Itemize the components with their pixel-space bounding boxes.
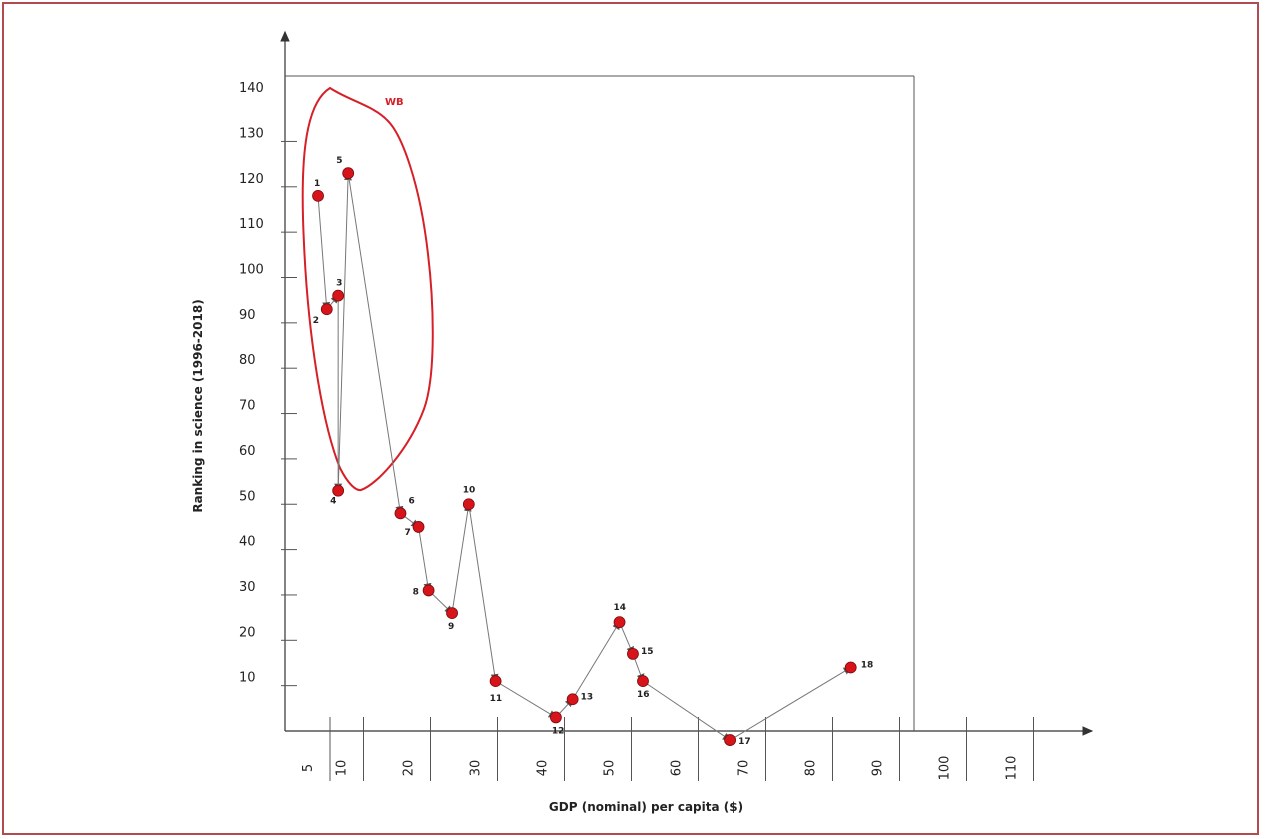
y-tick-label: 130 — [239, 126, 264, 141]
series-line — [317, 172, 852, 741]
data-point — [312, 189, 324, 202]
point-label: 1 — [314, 179, 320, 189]
x-axis-ticks: 5 10 20 30 40 50 60 70 80 90 100 110 — [301, 717, 1034, 781]
y-tick-label: 10 — [239, 671, 256, 686]
x-tick-label: 70 — [737, 760, 752, 777]
y-tick-label: 60 — [239, 444, 256, 459]
point-label: 17 — [738, 737, 751, 747]
data-point — [412, 521, 425, 533]
y-tick-label: 70 — [239, 399, 256, 414]
data-point — [566, 693, 579, 706]
wb-annotation: WB — [301, 86, 434, 492]
x-tick-label: 110 — [1005, 756, 1020, 781]
y-tick-label: 80 — [239, 353, 256, 368]
data-point — [627, 648, 639, 660]
point-label: 4 — [330, 497, 336, 507]
y-tick-label: 20 — [239, 625, 256, 640]
series-segment — [347, 173, 404, 515]
series-segment — [337, 172, 352, 491]
point-label: 8 — [413, 587, 419, 597]
point-label: 3 — [336, 279, 342, 289]
data-point — [724, 734, 736, 746]
point-label: 12 — [552, 726, 565, 736]
y-tick-label: 140 — [239, 81, 264, 96]
data-point — [320, 303, 333, 316]
series-segment — [572, 621, 621, 700]
point-label: 6 — [408, 496, 414, 506]
y-axis-label: Ranking in science (1996-2018) — [191, 299, 205, 512]
data-point — [844, 661, 857, 674]
data-point — [446, 607, 458, 619]
y-tick-label: 90 — [239, 308, 256, 323]
x-tick-label: 10 — [335, 760, 350, 777]
data-point — [550, 711, 562, 724]
y-axis-ticks: 10 20 30 40 50 60 70 80 90 100 110 120 130 140 — [239, 81, 297, 687]
data-point — [394, 507, 407, 520]
data-point — [422, 584, 435, 597]
point-label: 10 — [463, 485, 476, 495]
series-segment — [729, 666, 852, 741]
x-tick-label: 60 — [670, 760, 685, 777]
point-label: 9 — [448, 622, 454, 632]
axes — [280, 30, 1094, 736]
x-axis-label: GDP (nominal) per capita ($) — [549, 800, 743, 814]
x-tick-label: 40 — [536, 760, 551, 777]
x-tick-label: 50 — [603, 760, 618, 777]
x-tick-label: 100 — [938, 756, 953, 781]
point-label: 15 — [641, 647, 654, 657]
series-segment — [495, 680, 557, 718]
series-segment — [418, 526, 432, 592]
point-label: 14 — [614, 603, 627, 613]
point-label: 18 — [861, 661, 874, 671]
y-tick-label: 50 — [239, 489, 256, 504]
data-point — [489, 675, 502, 688]
point-label: 11 — [490, 694, 503, 704]
series-segment — [451, 503, 472, 614]
y-tick-label: 110 — [239, 217, 264, 232]
wb-label: WB — [385, 97, 404, 108]
y-tick-label: 100 — [239, 263, 264, 278]
series-segment — [642, 680, 731, 741]
data-point — [332, 289, 345, 302]
point-label: 13 — [581, 692, 594, 702]
data-point — [332, 484, 345, 497]
data-point — [462, 498, 475, 511]
x-tick-label: 90 — [871, 760, 886, 777]
x-tick-label: 20 — [402, 760, 417, 777]
data-point — [613, 616, 626, 629]
data-point — [637, 675, 649, 688]
series-segment — [317, 195, 331, 311]
x-tick-label: 30 — [469, 760, 484, 777]
point-label: 2 — [313, 316, 319, 326]
x-tick-label: 5 — [301, 764, 316, 772]
point-label: 7 — [405, 528, 411, 538]
wb-ellipse — [301, 86, 434, 492]
series-points — [312, 167, 857, 746]
x-tick-label: 80 — [804, 760, 819, 777]
y-tick-label: 40 — [239, 535, 256, 550]
y-tick-label: 30 — [239, 580, 256, 595]
y-tick-label: 120 — [239, 172, 264, 187]
series-segment — [468, 504, 499, 683]
point-label: 5 — [336, 156, 342, 166]
data-point — [342, 167, 355, 180]
point-label: 16 — [637, 690, 650, 700]
